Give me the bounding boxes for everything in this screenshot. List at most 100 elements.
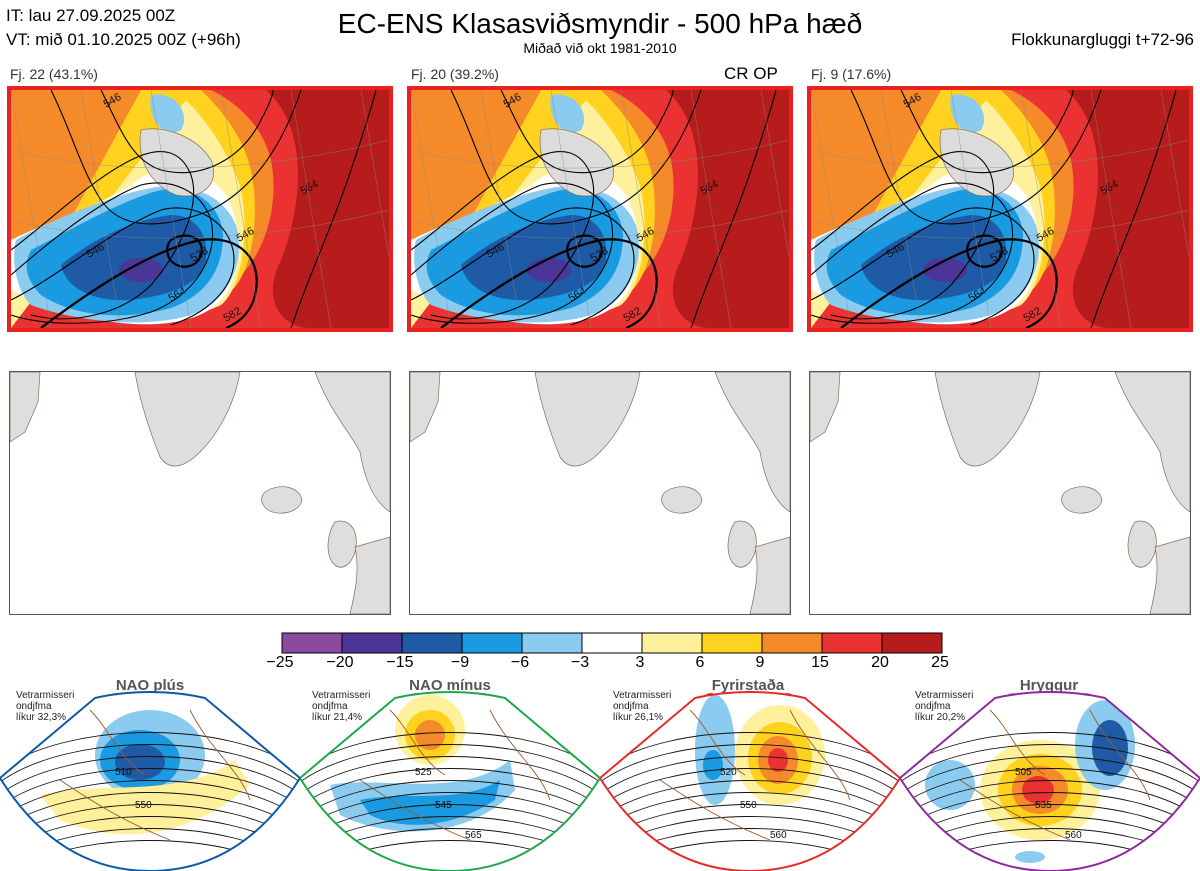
regime-4-name: Hryggur: [1019, 677, 1079, 694]
page-title: EC-ENS Klasasviðsmyndir - 500 hPa hæð: [337, 8, 863, 39]
height-contour: [0, 732, 300, 771]
contour-label: 525: [415, 767, 432, 778]
greenland-land: [139, 128, 214, 197]
colorbar-tick: −25: [266, 654, 294, 671]
height-contour: [11, 151, 195, 320]
height-contour: [300, 732, 600, 771]
height-contour: [600, 792, 900, 831]
europe-land: [349, 536, 390, 614]
europe-land: [1149, 536, 1190, 614]
regime-2-map: 525 545 565: [300, 691, 600, 871]
regime-plot-area: [900, 692, 1200, 871]
colorbar-bin: [461, 632, 523, 654]
graticule-line: [690, 90, 732, 328]
height-contour: [900, 744, 1200, 783]
graticule-line: [811, 209, 1189, 239]
height-contour: [600, 756, 900, 795]
graticule-line: [811, 90, 852, 328]
cluster-2-map: 546 564 528 546 564 582 546: [407, 86, 793, 332]
regime-3-note: Vetrarmisseri ondjfma líkur 26,1%: [613, 690, 671, 723]
initial-time: IT: lau 27.09.2025 00Z: [6, 6, 176, 25]
height-contour: [300, 768, 600, 807]
graticule-line: [80, 90, 122, 328]
height-contour: [290, 90, 377, 328]
height-contour: [0, 792, 300, 831]
height-contour: [900, 732, 1200, 771]
regime-3-map: 520 550 560: [600, 691, 900, 871]
regime-note-line: ondjfma: [312, 701, 348, 712]
cluster-1-map: 546 564 528 546 564 582 546: [7, 86, 393, 332]
graticule-line: [290, 90, 332, 328]
negative-anomaly-core: [119, 258, 163, 282]
regime-frame: [0, 691, 300, 871]
height-contour: [11, 182, 214, 324]
colorbar-tick: 25: [931, 654, 949, 671]
regime-note-line: Vetrarmisseri: [915, 690, 974, 701]
regime-note-line: líkur 32,3%: [16, 712, 67, 723]
positive-anomaly: [40, 760, 250, 835]
height-contour: [600, 744, 900, 783]
height-contour: [966, 234, 1003, 268]
cluster-3-map: 546 564 528 546 564 582 546: [807, 86, 1193, 332]
colorbar-tick: −9: [450, 654, 470, 671]
colorbar-bin: [341, 632, 403, 654]
negative-anomaly: [695, 695, 735, 805]
regime-frame: [900, 691, 1200, 871]
colorbar-bin: [401, 632, 463, 654]
negative-anomaly-core: [115, 744, 165, 780]
positive-anomaly-core: [1022, 776, 1054, 804]
contour-label: 550: [740, 800, 757, 811]
page-subtitle: Miðað við okt 1981-2010: [523, 40, 677, 56]
regime-note-line: ondjfma: [16, 701, 52, 712]
height-contour: [500, 90, 674, 174]
height-contour: [811, 151, 995, 320]
regime-note-line: Vetrarmisseri: [16, 690, 75, 701]
greenland-land: [134, 372, 241, 467]
scandinavia-land: [714, 372, 790, 513]
height-contour: [50, 90, 302, 225]
height-contour: [850, 90, 1102, 225]
contour-label: 505: [1015, 767, 1032, 778]
northern-negative-anomaly: [150, 94, 185, 133]
cluster-3-label: Fj. 9 (17.6%): [811, 66, 892, 82]
height-contour: [600, 768, 900, 807]
regime-plot-area: [0, 692, 300, 871]
negative-anomaly-core: [527, 258, 571, 282]
canada-land: [10, 372, 41, 443]
colorbar-bin: [821, 632, 883, 654]
canada-land: [410, 372, 441, 443]
graticule-line: [150, 90, 192, 328]
colorbar-bin: [581, 632, 643, 654]
empty-map-1-land: [10, 372, 390, 614]
height-contour: [100, 90, 274, 174]
height-contour: [566, 234, 603, 268]
contour-label: 510: [115, 767, 132, 778]
height-contour: [300, 780, 600, 819]
graticule-line: [880, 90, 922, 328]
colorbar-tick: 15: [811, 654, 829, 671]
greenland-land: [939, 128, 1014, 197]
height-contour: [40, 238, 258, 328]
height-contour: [811, 207, 1035, 326]
regime-2-note: Vetrarmisseri ondjfma líkur 21,4%: [312, 690, 370, 723]
regime-plot-area: [300, 692, 600, 871]
scandinavia-land: [314, 372, 390, 513]
height-contour: [0, 780, 300, 819]
colorbar-bin: [281, 632, 343, 654]
northern-negative-anomaly: [550, 94, 585, 133]
contour-label: 520: [720, 767, 737, 778]
empty-map-3-land: [810, 372, 1190, 614]
strong-negative-anomaly: [861, 215, 1007, 301]
valid-time: VT: mið 01.10.2025 00Z (+96h): [6, 30, 241, 49]
graticule-line: [550, 90, 592, 328]
height-contour: [900, 792, 1200, 831]
british-isles-land: [727, 520, 757, 568]
regime-note-line: líkur 20,2%: [915, 712, 966, 723]
height-contour: [300, 744, 600, 783]
graticule-line: [1090, 90, 1132, 328]
colorbar-tick: −3: [570, 654, 590, 671]
greenland-land: [934, 372, 1041, 467]
regime-1-name: NAO plús: [115, 677, 185, 694]
